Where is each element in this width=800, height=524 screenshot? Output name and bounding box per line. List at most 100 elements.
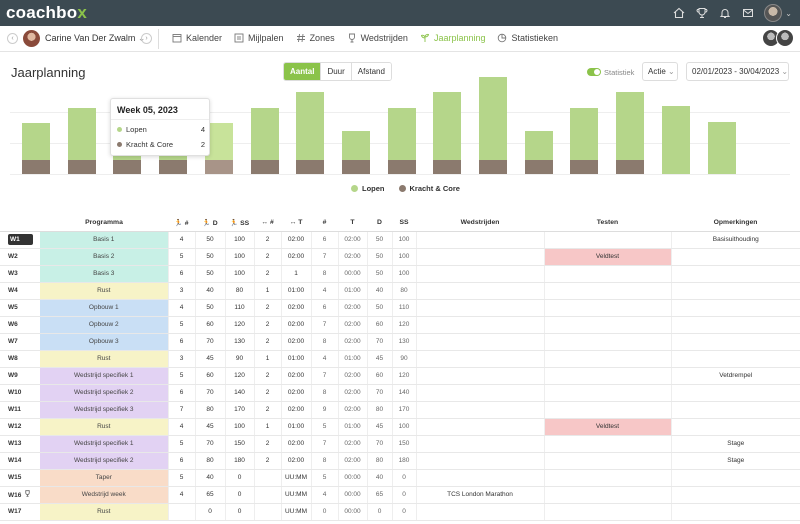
value-cell[interactable]: 50 bbox=[195, 248, 226, 266]
notes-cell[interactable]: Stage bbox=[671, 452, 800, 470]
value-cell[interactable]: 170 bbox=[225, 401, 255, 419]
value-cell[interactable]: 02:00 bbox=[281, 384, 312, 402]
avatar[interactable] bbox=[776, 29, 794, 47]
value-cell[interactable]: 100 bbox=[225, 248, 255, 266]
value-cell[interactable]: 3 bbox=[168, 282, 196, 300]
value-cell[interactable]: 6 bbox=[168, 333, 196, 351]
value-cell[interactable]: 01:00 bbox=[281, 350, 312, 368]
value-cell[interactable]: 45 bbox=[195, 350, 226, 368]
notes-cell[interactable] bbox=[671, 384, 800, 402]
program-cell[interactable]: Basis 2 bbox=[40, 248, 169, 266]
value-cell[interactable] bbox=[254, 469, 282, 487]
week-label[interactable]: W10 bbox=[0, 384, 40, 402]
value-cell[interactable] bbox=[254, 503, 282, 521]
value-cell[interactable]: 40 bbox=[195, 469, 226, 487]
value-cell[interactable]: 5 bbox=[168, 248, 196, 266]
test-cell[interactable]: Veldtest bbox=[544, 418, 672, 436]
test-cell[interactable] bbox=[544, 299, 672, 317]
program-cell[interactable]: Opbouw 3 bbox=[40, 333, 169, 351]
value-cell[interactable]: 02:00 bbox=[281, 316, 312, 334]
value-cell[interactable]: 40 bbox=[195, 282, 226, 300]
test-cell[interactable] bbox=[544, 503, 672, 521]
program-cell[interactable]: Rust bbox=[40, 503, 169, 521]
value-cell[interactable]: 180 bbox=[225, 452, 255, 470]
value-cell[interactable]: 0 bbox=[225, 503, 255, 521]
value-cell[interactable]: 70 bbox=[195, 384, 226, 402]
value-cell[interactable]: 7 bbox=[168, 401, 196, 419]
program-cell[interactable]: Opbouw 2 bbox=[40, 316, 169, 334]
bar-w9[interactable] bbox=[387, 107, 416, 174]
bar-w1[interactable] bbox=[22, 123, 50, 174]
test-cell[interactable] bbox=[544, 401, 672, 419]
notes-cell[interactable]: Basisuithouding bbox=[671, 231, 800, 249]
value-cell[interactable]: 4 bbox=[168, 418, 196, 436]
program-cell[interactable]: Wedstrijd specifiek 1 bbox=[40, 435, 169, 453]
week-label[interactable]: W7 bbox=[0, 333, 40, 351]
mail-icon[interactable] bbox=[741, 6, 755, 20]
value-cell[interactable]: 0 bbox=[225, 469, 255, 487]
notes-cell[interactable]: Vetdrempel bbox=[671, 367, 800, 385]
week-label[interactable]: W6 bbox=[0, 316, 40, 334]
chevron-left-icon[interactable]: ‹ bbox=[7, 33, 18, 44]
actie-dropdown[interactable]: Actie ⌄ bbox=[642, 62, 678, 81]
chevron-down-icon[interactable]: ⌄ bbox=[785, 8, 792, 18]
test-cell[interactable] bbox=[544, 486, 672, 504]
value-cell[interactable]: 4 bbox=[168, 299, 196, 317]
race-cell[interactable] bbox=[416, 299, 545, 317]
value-cell[interactable]: 02:00 bbox=[281, 435, 312, 453]
program-cell[interactable]: Wedstrijd specifiek 1 bbox=[40, 367, 169, 385]
week-label[interactable]: W3 bbox=[0, 265, 40, 283]
value-cell[interactable]: 2 bbox=[254, 231, 282, 249]
menu-item-jaarplanning[interactable]: Jaarplanning bbox=[420, 33, 485, 43]
week-label[interactable]: W15 bbox=[0, 469, 40, 487]
notes-cell[interactable] bbox=[671, 265, 800, 283]
week-label[interactable]: W14 bbox=[0, 452, 40, 470]
menu-item-mijlpalen[interactable]: Mijlpalen bbox=[234, 33, 284, 43]
notes-cell[interactable] bbox=[671, 350, 800, 368]
week-label[interactable]: W16 bbox=[0, 486, 40, 504]
value-cell[interactable]: 5 bbox=[168, 469, 196, 487]
value-cell[interactable]: 120 bbox=[225, 316, 255, 334]
value-cell[interactable]: 5 bbox=[168, 367, 196, 385]
test-cell[interactable] bbox=[544, 469, 672, 487]
week-label[interactable]: W4 bbox=[0, 282, 40, 300]
week-label[interactable]: W17 bbox=[0, 503, 40, 521]
value-cell[interactable]: 130 bbox=[225, 333, 255, 351]
value-cell[interactable]: 1 bbox=[281, 265, 312, 283]
athlete-selector[interactable]: Carine Van Der Zwalm ⌄ bbox=[45, 33, 146, 43]
test-cell[interactable] bbox=[544, 367, 672, 385]
program-cell[interactable]: Wedstrijd week bbox=[40, 486, 169, 504]
bar-w11[interactable] bbox=[479, 76, 507, 174]
value-cell[interactable]: 1 bbox=[254, 282, 282, 300]
week-label[interactable]: W2 bbox=[0, 248, 40, 266]
program-cell[interactable]: Basis 3 bbox=[40, 265, 169, 283]
program-cell[interactable]: Rust bbox=[40, 350, 169, 368]
value-cell[interactable]: 2 bbox=[254, 384, 282, 402]
test-cell[interactable] bbox=[544, 452, 672, 470]
notes-cell[interactable] bbox=[671, 418, 800, 436]
value-cell[interactable]: 6 bbox=[168, 452, 196, 470]
trophy-icon[interactable] bbox=[695, 6, 709, 20]
notes-cell[interactable] bbox=[671, 486, 800, 504]
week-label[interactable]: W13 bbox=[0, 435, 40, 453]
bar-w10[interactable] bbox=[433, 92, 462, 174]
value-cell[interactable]: 01:00 bbox=[281, 418, 312, 436]
bar-w12[interactable] bbox=[524, 130, 553, 174]
program-cell[interactable]: Rust bbox=[40, 418, 169, 436]
logo[interactable]: coachbox bbox=[6, 3, 87, 22]
value-cell[interactable]: 5 bbox=[168, 435, 196, 453]
notes-cell[interactable]: Stage bbox=[671, 435, 800, 453]
week-label[interactable]: W11 bbox=[0, 401, 40, 419]
value-cell[interactable]: UU:MM bbox=[281, 469, 312, 487]
value-cell[interactable] bbox=[254, 486, 282, 504]
value-cell[interactable]: 1 bbox=[254, 350, 282, 368]
race-cell[interactable] bbox=[416, 282, 545, 300]
value-cell[interactable]: 80 bbox=[195, 401, 226, 419]
week-label[interactable]: W5 bbox=[0, 299, 40, 317]
race-cell[interactable] bbox=[416, 452, 545, 470]
value-cell[interactable]: 02:00 bbox=[281, 231, 312, 249]
value-cell[interactable]: 2 bbox=[254, 452, 282, 470]
legend-item[interactable]: Kracht & Core bbox=[398, 184, 460, 193]
value-cell[interactable]: 60 bbox=[195, 367, 226, 385]
value-cell[interactable]: 2 bbox=[254, 401, 282, 419]
